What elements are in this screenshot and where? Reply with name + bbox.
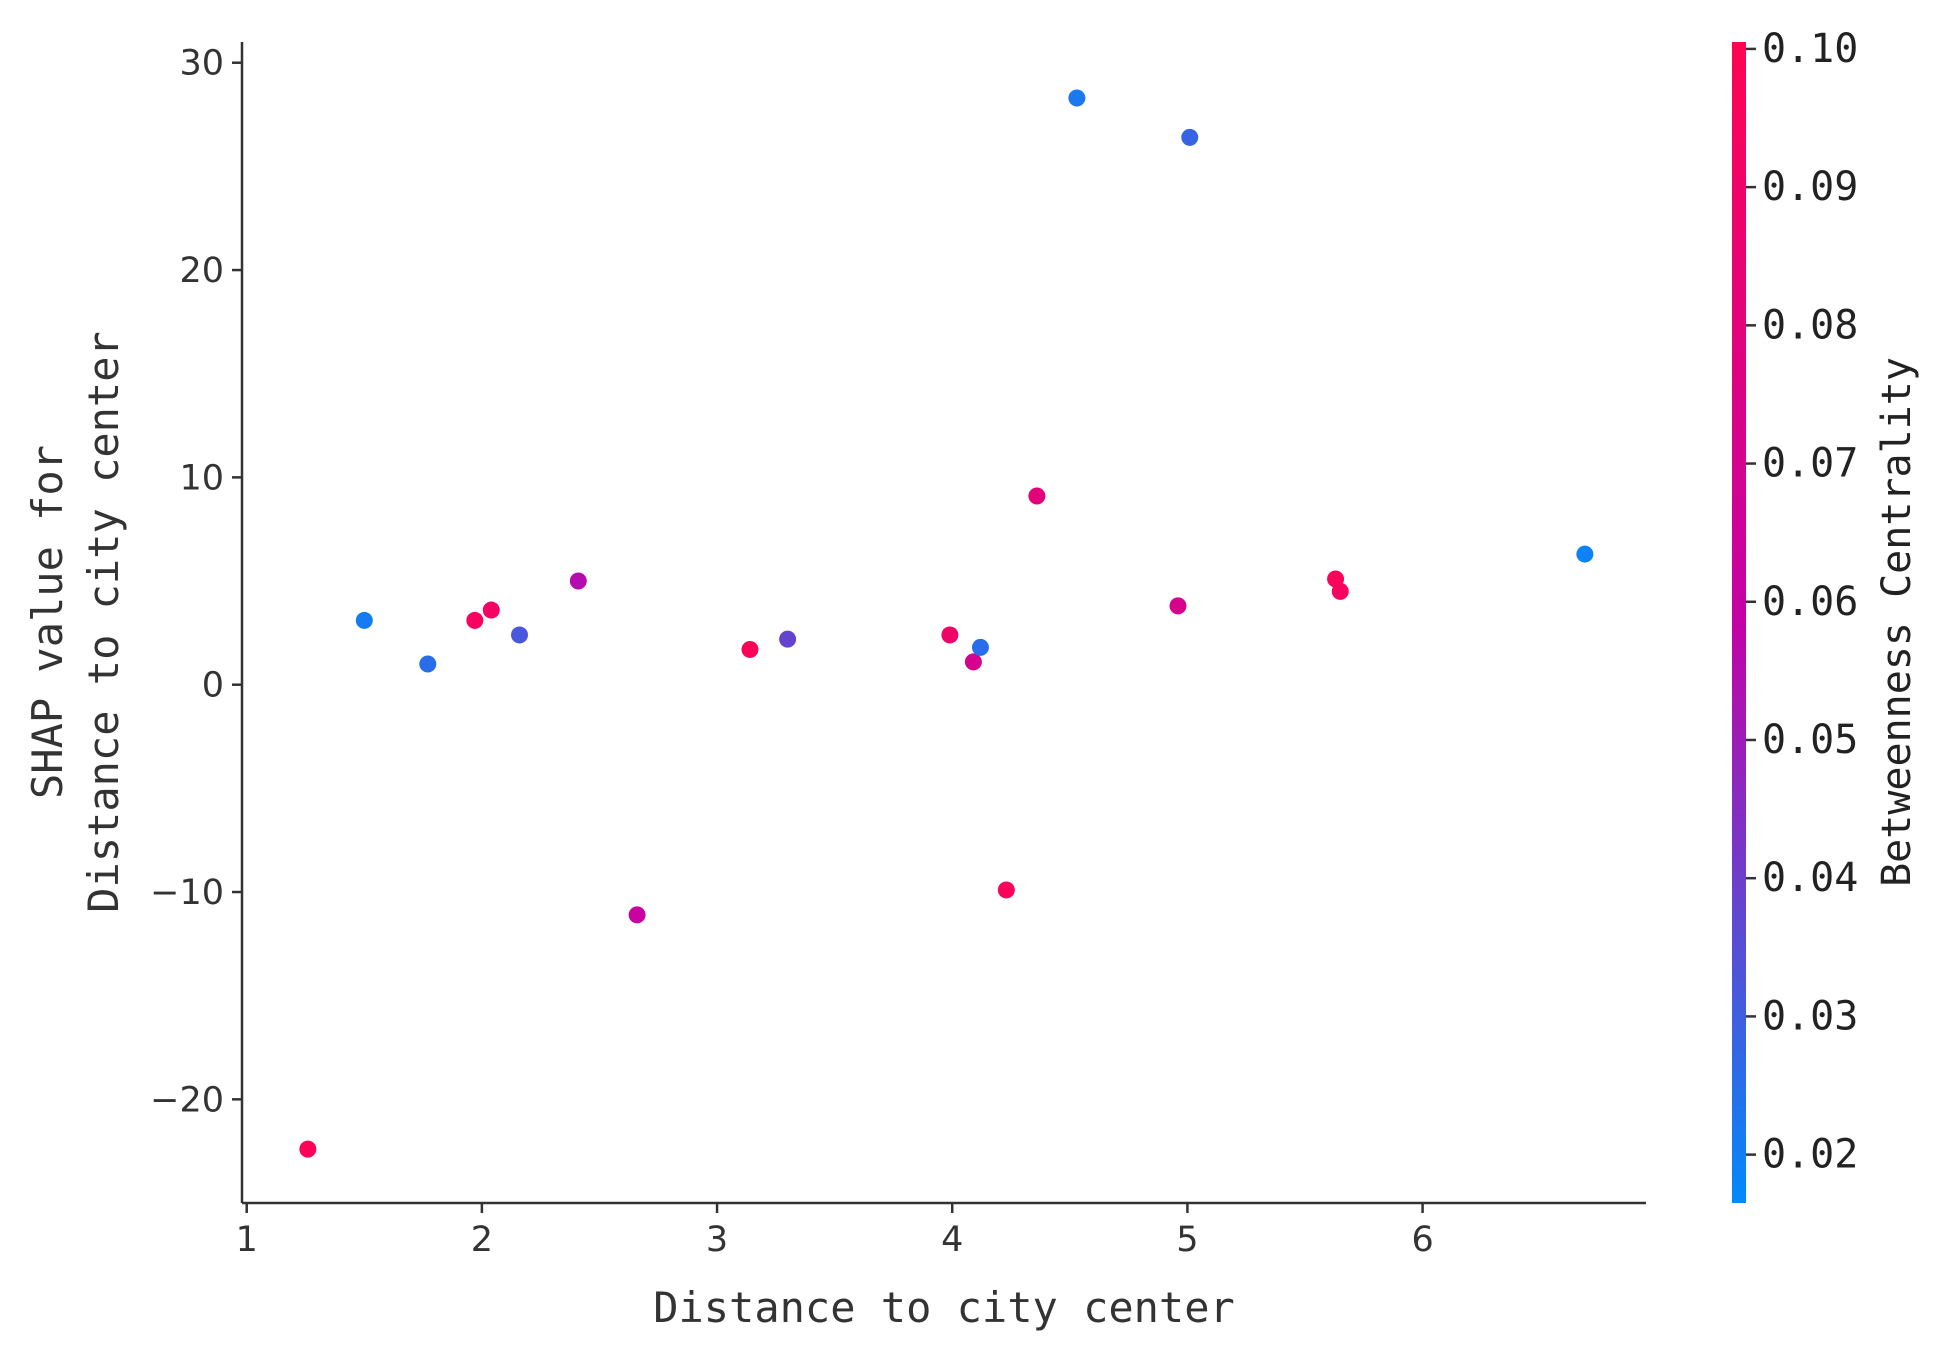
scatter-point [466, 611, 484, 629]
colorbar-title: Betweenness Centrality [1874, 357, 1920, 887]
colorbar-tick-label: 0.04 [1762, 855, 1858, 901]
x-tick-label: 5 [1176, 1220, 1198, 1260]
scatter-point [355, 611, 373, 629]
scatter-point [741, 640, 759, 658]
colorbar-tick-label: 0.05 [1762, 717, 1858, 763]
y-tick-label: 20 [179, 251, 224, 291]
colorbar-tick-label: 0.03 [1762, 993, 1858, 1039]
scatter-point [482, 601, 500, 619]
scatter-point [299, 1140, 317, 1158]
colorbar-tick-label: 0.10 [1762, 26, 1858, 72]
x-axis-title: Distance to city center [653, 1283, 1235, 1332]
x-ticks: 1 2 3 4 5 6 [236, 1203, 1434, 1260]
scatter-point [1028, 487, 1046, 505]
scatter-point [569, 572, 587, 590]
colorbar-tick-label: 0.07 [1762, 441, 1858, 487]
scatter-point [419, 655, 437, 673]
y-axis-title: SHAP value for Distance to city center [23, 331, 128, 913]
scatter-point [997, 881, 1015, 899]
scatter-point [971, 638, 989, 656]
colorbar-tick-label: 0.09 [1762, 164, 1858, 210]
scatter-point [941, 626, 959, 644]
scatter-point [1331, 582, 1349, 600]
scatter-point [964, 653, 982, 671]
y-tick-label: 30 [179, 44, 224, 84]
scatter-point [1181, 128, 1199, 146]
colorbar-tick-label: 0.08 [1762, 302, 1858, 348]
scatter-point [779, 630, 797, 648]
x-tick-label: 6 [1411, 1220, 1433, 1260]
y-axis-title-line-1: SHAP value for [23, 445, 72, 799]
y-ticks: −20 −10 0 10 20 30 [150, 44, 242, 1120]
scatter-points [299, 89, 1594, 1158]
y-tick-label: −20 [150, 1080, 224, 1120]
y-tick-label: 10 [179, 458, 224, 498]
y-tick-label: −10 [150, 873, 224, 913]
scatter-point [1068, 89, 1086, 107]
x-tick-label: 1 [236, 1220, 258, 1260]
colorbar-tick-label: 0.02 [1762, 1132, 1858, 1178]
colorbar-ticks: 0.02 0.03 0.04 0.05 0.06 0.07 0.08 0.09 0.10 [1746, 26, 1858, 1178]
colorbar: 0.02 0.03 0.04 0.05 0.06 0.07 0.08 0.09 0.10 Bet… [1732, 26, 1920, 1203]
y-tick-label: 0 [202, 666, 224, 706]
scatter-point [1576, 545, 1594, 563]
colorbar-gradient [1732, 42, 1746, 1203]
scatter-point [511, 626, 529, 644]
scatter-point [628, 906, 646, 924]
scatter-point [1169, 597, 1187, 615]
x-tick-label: 4 [941, 1220, 963, 1260]
x-tick-label: 3 [706, 1220, 728, 1260]
colorbar-tick-label: 0.06 [1762, 579, 1858, 625]
plot-area: 1 2 3 4 5 6 −20 −10 0 10 20 30 [150, 42, 1646, 1260]
x-tick-label: 2 [471, 1220, 493, 1260]
y-axis-title-line-2: Distance to city center [79, 331, 128, 913]
